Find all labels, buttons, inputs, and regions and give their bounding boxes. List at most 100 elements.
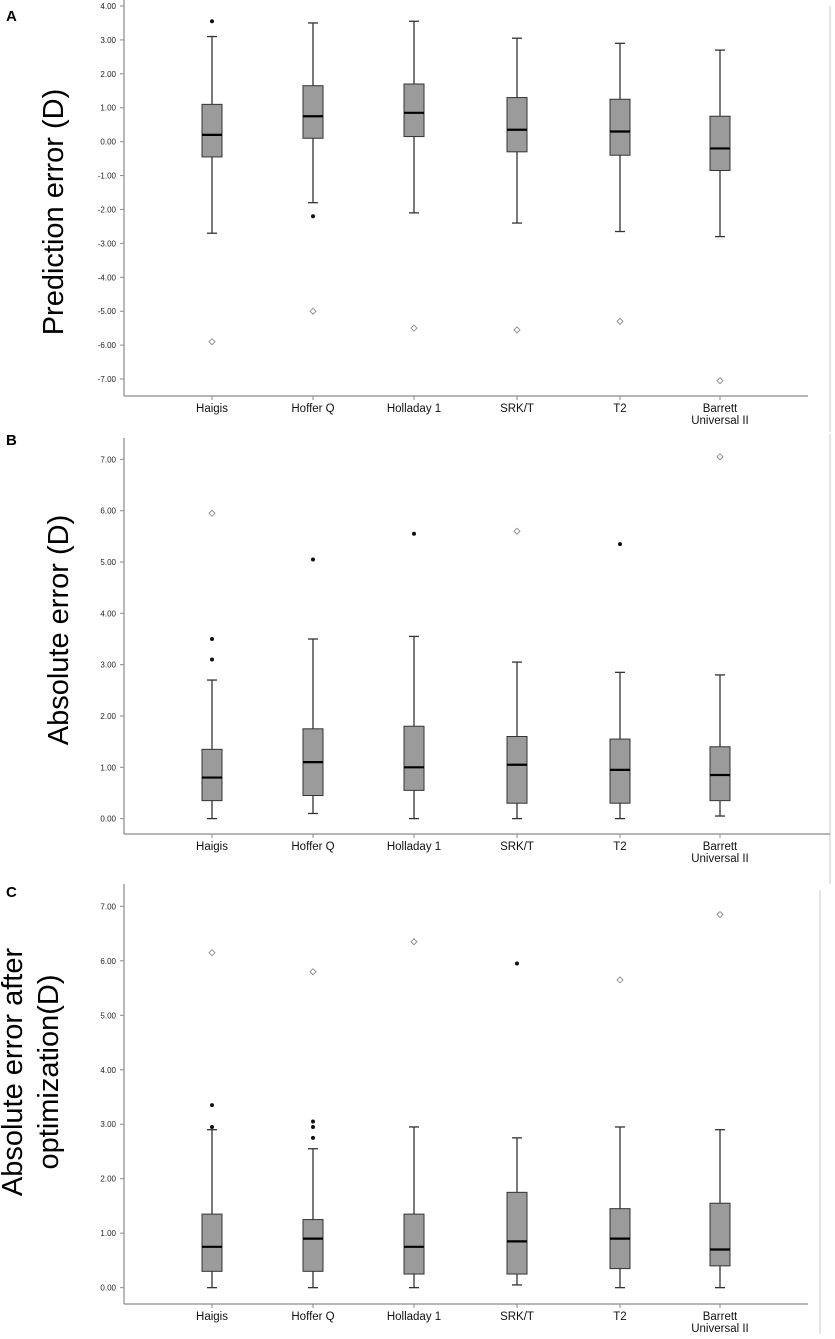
y-tick-label: 5.00 [100, 1011, 116, 1020]
y-tick-label: -5.00 [98, 307, 117, 316]
panel-b-letter: B [6, 432, 17, 449]
y-tick-label: 3.00 [100, 36, 116, 45]
y-tick-label: -1.00 [98, 172, 117, 181]
outlier-diamond [410, 324, 418, 332]
box-2 [403, 635, 425, 820]
iqr-box [709, 1202, 731, 1267]
outlier-dot [311, 214, 315, 219]
x-tick-label: Holladay 1 [387, 1311, 441, 1323]
x-tick-label: Haigis [196, 403, 228, 415]
panel-c-letter: C [6, 884, 17, 901]
outlier-dot [515, 961, 519, 966]
box-3 [506, 1137, 528, 1286]
outlier-dot [210, 1124, 214, 1129]
panel-a-letter: A [6, 8, 17, 25]
panel-b-boxplot: 7.00 6.00 5.00 4.00 3.00 2.00 1.00 0.00 Haigis Ho… [100, 434, 831, 884]
y-tick-label: 2.00 [100, 70, 116, 79]
y-tick-label: 0.00 [100, 138, 116, 147]
box-4 [609, 671, 631, 820]
outlier-dot [412, 531, 416, 536]
y-tick-label: 2.00 [100, 712, 116, 721]
x-tick-label: SRK/T [500, 1311, 534, 1323]
y-tick-label: 6.00 [100, 507, 116, 516]
y-tick-label: -3.00 [98, 239, 117, 248]
y-tick-label: 1.00 [100, 1229, 116, 1238]
iqr-box [709, 115, 731, 171]
iqr-box [302, 1219, 324, 1272]
x-tick-label: Hoffer Q [291, 403, 334, 415]
y-tick-label: 1.00 [100, 104, 116, 113]
x-tick-label: Barrett [703, 841, 738, 853]
outlier-diamond [716, 453, 724, 461]
x-tick-label: SRK/T [500, 403, 534, 415]
outlier-diamond [616, 317, 624, 326]
y-tick-label: 0.00 [100, 815, 116, 824]
outlier-diamond [513, 326, 521, 334]
outlier-dot [311, 557, 315, 562]
outlier-dot [618, 542, 622, 547]
x-tick-label: T2 [613, 841, 626, 853]
box-2 [403, 1126, 425, 1289]
outlier-diamond [513, 527, 521, 535]
y-tick-label: 1.00 [100, 763, 116, 772]
outlier-dot [210, 637, 214, 641]
outlier-diamond [716, 377, 724, 385]
x-tick-label: Haigis [196, 1311, 228, 1323]
y-tick-label: 4.00 [100, 2, 116, 11]
box-3 [506, 37, 528, 224]
iqr-box [302, 85, 324, 139]
box-1 [302, 638, 324, 815]
x-tick-label: Universal II [691, 1323, 749, 1335]
box-2 [403, 20, 425, 214]
y-tick-label: 4.00 [100, 609, 116, 618]
x-tick-label: Universal II [691, 853, 749, 865]
x-tick-label: Hoffer Q [291, 1311, 334, 1323]
y-tick-label: -7.00 [98, 375, 117, 384]
outlier-diamond [309, 968, 317, 976]
iqr-box [403, 725, 425, 791]
panel-a: A Prediction error (D) 4.00 3.00 2.00 1.00 0… [0, 0, 835, 432]
y-tick-label: -6.00 [98, 341, 117, 350]
iqr-box [403, 83, 425, 138]
y-tick-label: 4.00 [100, 1066, 116, 1075]
box-5 [709, 1129, 731, 1289]
outlier-diamond [208, 509, 216, 517]
y-tick-label: 7.00 [100, 455, 116, 464]
outlier-dot [210, 19, 214, 24]
y-tick-label: 5.00 [100, 558, 116, 567]
y-tick-label: 0.00 [100, 1284, 116, 1293]
box-4 [609, 42, 631, 233]
panel-b: B Absolute error (D) 7.00 6.00 5.00 4.00 3.0… [0, 432, 835, 884]
outlier-dot [311, 1135, 315, 1140]
iqr-box [403, 1213, 425, 1275]
panel-c: C Absolute error after optimization(D) 7… [0, 884, 835, 1339]
box-0 [201, 1129, 223, 1289]
outlier-dot [210, 1103, 214, 1108]
iqr-box [709, 746, 731, 802]
y-tick-label: 3.00 [100, 661, 116, 670]
x-tick-label: Holladay 1 [387, 841, 441, 853]
x-tick-label: Holladay 1 [387, 403, 441, 415]
outlier-dot [311, 1119, 315, 1124]
outlier-dot [210, 657, 214, 662]
y-tick-label: 6.00 [100, 957, 116, 966]
box-4 [609, 1126, 631, 1289]
outlier-diamond [410, 938, 418, 946]
iqr-box [506, 1191, 528, 1275]
box-0 [201, 35, 223, 234]
outlier-dot [311, 1124, 315, 1129]
iqr-box [506, 97, 528, 153]
y-tick-label: -2.00 [98, 205, 117, 214]
x-tick-label: Haigis [196, 841, 228, 853]
x-tick-label: SRK/T [500, 841, 534, 853]
y-tick-label: -4.00 [98, 273, 117, 282]
outlier-diamond [309, 307, 317, 315]
x-tick-label: Barrett [703, 1311, 738, 1323]
y-tick-label: 2.00 [100, 1175, 116, 1184]
outlier-diamond [716, 910, 724, 919]
x-tick-label: Universal II [691, 415, 749, 427]
x-tick-label: T2 [613, 1311, 626, 1323]
panel-c-boxplot: 7.00 6.00 5.00 4.00 3.00 2.00 1.00 0.00 Haigis Ho… [100, 884, 821, 1335]
box-1 [302, 22, 324, 204]
